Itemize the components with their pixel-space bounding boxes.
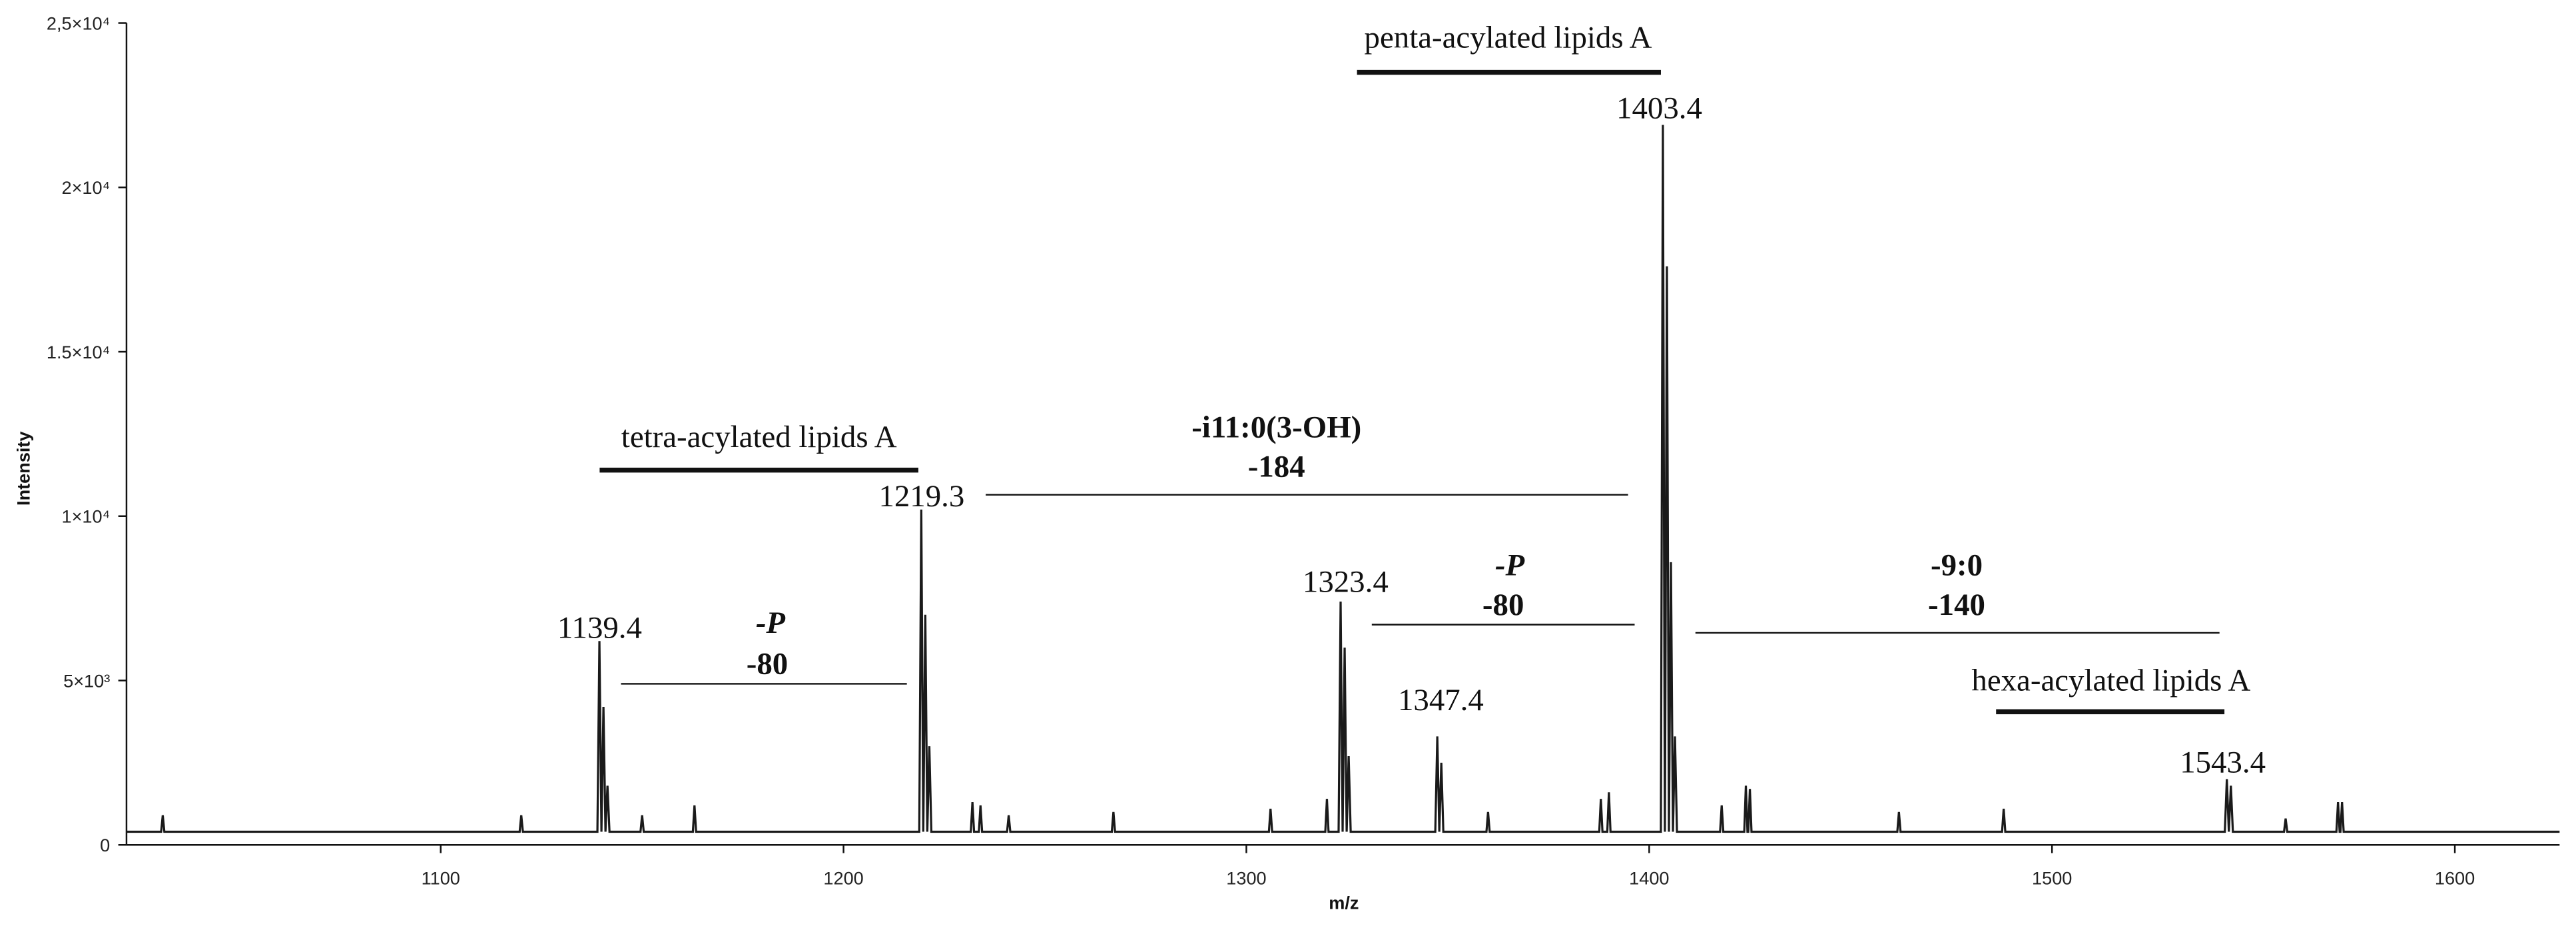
annotation: -P bbox=[1495, 548, 1525, 583]
y-tick-label: 1×10⁴ bbox=[62, 506, 111, 527]
annotation: -P bbox=[756, 606, 786, 640]
annotation: 1403.4 bbox=[1616, 91, 1702, 126]
annotation: -140 bbox=[1928, 588, 1985, 622]
annotation: -i11:0(3-OH) bbox=[1191, 410, 1361, 444]
x-tick-label: 1600 bbox=[2435, 867, 2475, 888]
x-tick-label: 1400 bbox=[1629, 867, 1669, 888]
annotation: 1543.4 bbox=[2180, 745, 2266, 780]
annotation: hexa-acylated lipids A bbox=[1971, 663, 2250, 698]
annotation: -9:0 bbox=[1931, 548, 1983, 583]
annotation: 1347.4 bbox=[1398, 683, 1484, 717]
y-tick-label: 2,5×10⁴ bbox=[47, 13, 110, 33]
y-tick-label: 0 bbox=[100, 835, 110, 855]
y-tick-label: 1.5×10⁴ bbox=[47, 342, 110, 362]
x-axis-title: m/z bbox=[1329, 892, 1359, 913]
spectrum-line bbox=[126, 125, 2560, 833]
x-tick-label: 1300 bbox=[1226, 867, 1266, 888]
x-tick-label: 1500 bbox=[2032, 867, 2072, 888]
x-tick-label: 1100 bbox=[422, 867, 460, 888]
annotation: tetra-acylated lipids A bbox=[621, 420, 897, 454]
annotation: 1323.4 bbox=[1303, 564, 1389, 599]
annotation: -80 bbox=[747, 647, 788, 682]
annotation: -184 bbox=[1248, 450, 1305, 484]
annotation: penta-acylated lipids A bbox=[1365, 21, 1652, 55]
annotation-lines bbox=[599, 69, 2225, 715]
annotation: 1139.4 bbox=[557, 610, 642, 645]
y-tick-label: 2×10⁴ bbox=[62, 177, 111, 198]
annotation: -80 bbox=[1482, 588, 1524, 622]
y-axis-title: Intensity bbox=[13, 431, 33, 506]
x-tick-label: 1200 bbox=[823, 867, 863, 888]
y-tick-label: 5×10³ bbox=[63, 670, 110, 691]
annotation: 1219.3 bbox=[878, 479, 964, 514]
